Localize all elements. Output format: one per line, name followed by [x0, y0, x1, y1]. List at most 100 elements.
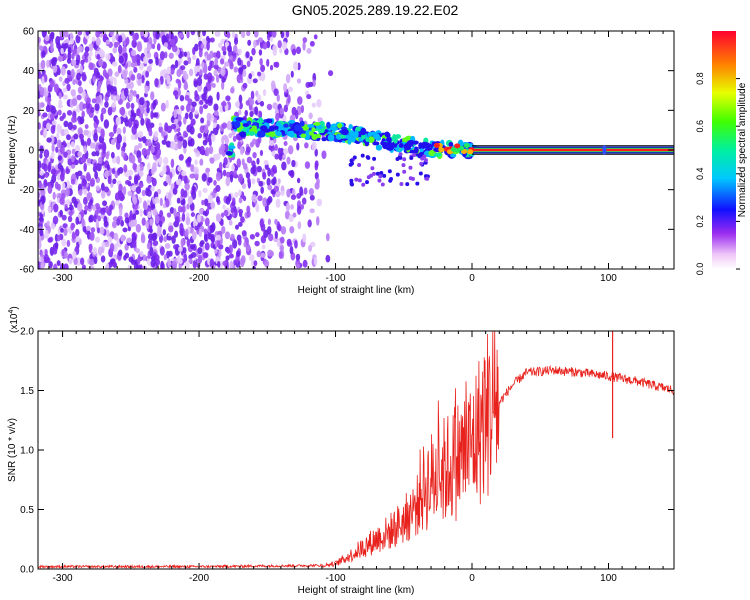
blip: [602, 145, 607, 155]
noise-speckle: [316, 98, 322, 108]
noise-speckle: [79, 101, 85, 112]
noise-speckle: [251, 178, 256, 185]
noise-speckle: [85, 31, 90, 36]
noise-speckle: [206, 112, 212, 122]
noise-speckle: [241, 183, 247, 190]
ridge-blob: [246, 120, 252, 125]
noise-speckle: [47, 185, 53, 194]
noise-speckle: [97, 246, 103, 256]
noise-speckle: [91, 98, 97, 104]
noise-speckle: [65, 168, 71, 175]
noise-speckle: [179, 94, 185, 102]
noise-speckle: [76, 94, 82, 101]
noise-speckle: [136, 42, 142, 52]
noise-speckle: [139, 31, 145, 37]
noise-speckle: [221, 45, 227, 52]
noise-speckle: [88, 258, 95, 266]
noise-speckle: [202, 31, 207, 37]
noise-speckle: [200, 117, 205, 124]
noise-speckle: [181, 212, 186, 222]
noise-speckle: [146, 148, 151, 156]
noise-speckle: [63, 120, 69, 128]
noise-speckle: [295, 253, 301, 261]
noise-speckle: [297, 221, 302, 230]
noise-speckle: [57, 109, 62, 116]
noise-speckle: [220, 67, 226, 77]
snr-multiplier-exponent: 4: [8, 310, 15, 314]
noise-speckle: [47, 96, 52, 103]
noise-speckle: [277, 178, 281, 185]
noise-speckle: [68, 257, 73, 265]
noise-speckle: [178, 154, 184, 161]
noise-speckle: [43, 92, 49, 97]
spectrogram-content: [38, 31, 674, 269]
noise-speckle: [280, 190, 285, 197]
noise-speckle: [92, 75, 96, 83]
snr-series-line: [38, 331, 674, 569]
ridge-blob: [311, 133, 318, 141]
noise-speckle: [41, 162, 46, 170]
noise-speckle: [224, 231, 231, 240]
noise-speckle: [48, 261, 53, 269]
noise-speckle: [231, 201, 236, 207]
noise-speckle: [145, 187, 149, 197]
noise-speckle: [187, 195, 193, 205]
noise-speckle: [190, 164, 195, 173]
branch-blob: [377, 178, 382, 183]
noise-speckle: [45, 105, 51, 113]
noise-speckle: [95, 185, 100, 191]
noise-speckle: [260, 64, 266, 73]
noise-speckle: [179, 222, 184, 233]
noise-speckle: [266, 103, 273, 111]
noise-speckle: [60, 227, 65, 233]
noise-speckle: [146, 175, 152, 184]
noise-speckle: [208, 145, 214, 155]
noise-speckle: [152, 240, 159, 247]
ridge-blob: [421, 141, 429, 146]
noise-speckle: [233, 66, 239, 73]
noise-speckle: [314, 148, 318, 157]
noise-speckle: [79, 116, 85, 125]
noise-speckle: [170, 158, 175, 169]
noise-speckle: [46, 220, 50, 226]
noise-speckle: [205, 167, 211, 173]
noise-speckle: [160, 260, 164, 269]
noise-speckle: [96, 53, 101, 60]
noise-speckle: [278, 152, 283, 161]
noise-speckle: [53, 263, 58, 269]
noise-speckle: [189, 202, 195, 211]
noise-speckle: [296, 78, 302, 84]
noise-speckle: [215, 184, 221, 193]
noise-speckle: [201, 61, 205, 69]
noise-speckle: [286, 188, 291, 198]
noise-speckle: [146, 43, 151, 52]
noise-speckle: [61, 238, 67, 247]
noise-speckle: [247, 39, 252, 46]
noise-speckle: [237, 57, 242, 66]
noise-speckle: [130, 74, 136, 81]
noise-speckle: [39, 153, 43, 159]
branch-blob: [349, 158, 354, 163]
noise-speckle: [244, 109, 249, 117]
noise-speckle: [236, 100, 240, 109]
noise-speckle: [180, 105, 185, 111]
noise-speckle: [113, 41, 119, 48]
noise-speckle: [105, 262, 110, 269]
y-tick-label: 1.0: [20, 446, 34, 457]
noise-speckle: [43, 149, 50, 159]
noise-speckle: [122, 142, 127, 148]
noise-speckle: [103, 215, 108, 224]
noise-speckle: [285, 31, 290, 38]
noise-speckle: [66, 141, 71, 149]
spectrogram-ylabel: Frequency (Hz): [7, 116, 18, 185]
noise-speckle: [66, 69, 72, 76]
noise-speckle: [262, 197, 268, 207]
noise-speckle: [43, 178, 48, 188]
noise-speckle: [230, 87, 235, 94]
branch-blob: [371, 171, 376, 176]
ridge-blob: [419, 148, 424, 153]
noise-speckle: [297, 96, 303, 105]
noise-speckle: [108, 204, 114, 210]
noise-speckle: [207, 95, 213, 104]
noise-speckle: [214, 248, 218, 254]
